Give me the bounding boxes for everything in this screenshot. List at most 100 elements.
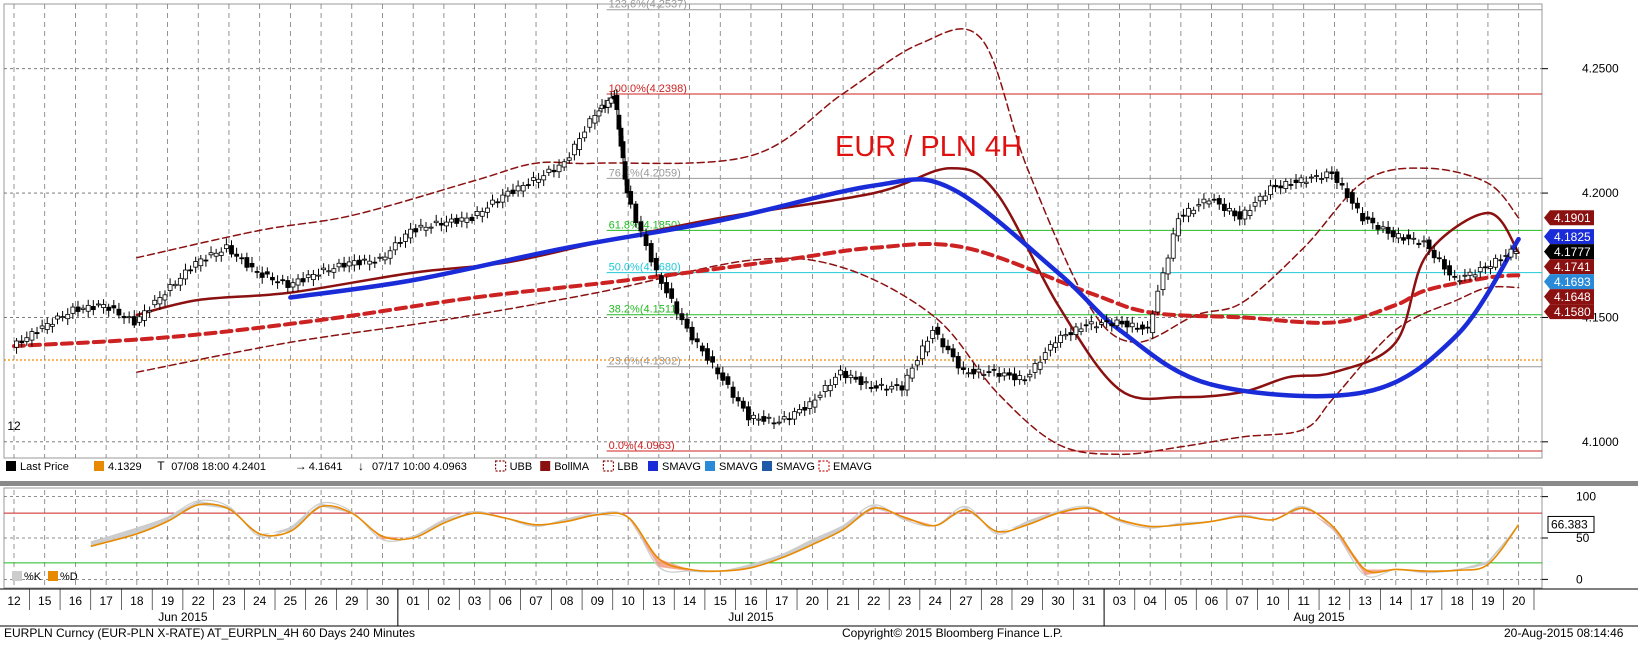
candle-body bbox=[254, 271, 260, 273]
candle-body bbox=[1324, 171, 1330, 178]
candle-body bbox=[1181, 214, 1186, 217]
candle-body bbox=[116, 308, 122, 316]
x-tick-label: 14 bbox=[1389, 594, 1403, 608]
legend: Last Price 4.1329 T 07/08 18:00 4.2401 → 4.16… bbox=[6, 459, 872, 583]
candle-body bbox=[362, 258, 367, 261]
candle-body bbox=[55, 315, 60, 320]
candle-body bbox=[536, 178, 541, 183]
candle-body bbox=[608, 97, 614, 104]
candle-body bbox=[1042, 352, 1048, 361]
x-tick-label: 02 bbox=[437, 594, 451, 608]
candle-body bbox=[80, 307, 86, 310]
candle-body bbox=[1308, 176, 1314, 179]
oscillator-fill bbox=[996, 521, 1028, 534]
candle-body bbox=[1498, 259, 1504, 262]
candle-body bbox=[321, 267, 327, 271]
candle-body bbox=[1421, 240, 1427, 243]
candle-body bbox=[14, 340, 19, 348]
timestamp-label: 20-Aug-2015 08:14:46 bbox=[1504, 626, 1624, 640]
candle-body bbox=[1094, 326, 1099, 329]
candle-body bbox=[264, 271, 270, 275]
candle-body bbox=[620, 141, 626, 159]
oscillator-panel bbox=[4, 499, 1542, 578]
candle-body bbox=[684, 318, 690, 329]
candle-body bbox=[336, 262, 342, 268]
oscillator-fill bbox=[90, 528, 137, 547]
x-tick-label: 22 bbox=[192, 594, 206, 608]
candle-body bbox=[614, 95, 620, 110]
candle-body bbox=[715, 367, 721, 375]
candle-body bbox=[387, 250, 393, 259]
candle-body bbox=[827, 384, 833, 392]
candle-body bbox=[1390, 230, 1396, 238]
candle-body bbox=[1134, 327, 1140, 330]
candle-body bbox=[1032, 363, 1038, 373]
x-tick-label: 26 bbox=[314, 594, 328, 608]
candle-body bbox=[280, 279, 286, 282]
oscillator-fill bbox=[1303, 506, 1335, 532]
candle-body bbox=[464, 217, 470, 223]
candle-body bbox=[44, 323, 50, 330]
candle-body bbox=[991, 368, 997, 371]
legend-swatch bbox=[6, 461, 16, 471]
candle-body bbox=[310, 273, 316, 281]
legend-swatch bbox=[602, 460, 615, 472]
legend-label: Last Price bbox=[20, 461, 69, 473]
candle-body bbox=[60, 316, 66, 319]
candle-body bbox=[106, 306, 112, 311]
legend-swatch bbox=[540, 461, 551, 471]
candle-body bbox=[940, 338, 946, 348]
x-tick-label: 06 bbox=[499, 594, 513, 608]
candle-body bbox=[1119, 320, 1125, 325]
candle-body bbox=[1375, 224, 1381, 230]
x-tick-label: 18 bbox=[1451, 594, 1465, 608]
legend-swatch bbox=[94, 461, 104, 471]
fib-label: 0.0%(4.0963) bbox=[609, 440, 675, 452]
price-tag bbox=[1544, 244, 1594, 260]
candle-body bbox=[500, 194, 506, 203]
candle-body bbox=[1170, 233, 1176, 259]
candle-body bbox=[628, 191, 634, 205]
x-tick-label: 09 bbox=[591, 594, 605, 608]
candle-body bbox=[490, 199, 495, 205]
candle-body bbox=[1411, 237, 1417, 240]
candle-body bbox=[1349, 192, 1355, 204]
series-ubb bbox=[136, 28, 1520, 344]
candle-body bbox=[889, 385, 895, 390]
candle-body bbox=[582, 131, 588, 139]
legend-label: BollMA bbox=[554, 461, 590, 473]
candle-body bbox=[1431, 249, 1437, 259]
x-tick-label: 21 bbox=[836, 594, 850, 608]
candle-body bbox=[90, 306, 96, 311]
candle-body bbox=[326, 270, 332, 273]
candle-body bbox=[1017, 375, 1023, 381]
candle-body bbox=[761, 416, 767, 422]
candle-body bbox=[1401, 237, 1406, 241]
x-tick-label: 20 bbox=[1512, 594, 1526, 608]
candle-body bbox=[1257, 195, 1263, 202]
x-tick-label: 14 bbox=[683, 594, 697, 608]
price-tag bbox=[1544, 229, 1594, 245]
candle-body bbox=[198, 258, 204, 267]
candle-body bbox=[392, 242, 398, 251]
candle-body bbox=[679, 313, 685, 321]
candle-body bbox=[1298, 177, 1304, 183]
candle-body bbox=[1191, 209, 1197, 215]
candle-body bbox=[96, 303, 101, 306]
candle-body bbox=[70, 306, 76, 314]
x-tick-label: 23 bbox=[898, 594, 912, 608]
candle-body bbox=[945, 345, 951, 351]
legend-label: SMAVG bbox=[776, 461, 815, 473]
oscillator-fill bbox=[136, 517, 168, 534]
candle-body bbox=[725, 376, 731, 385]
candle-body bbox=[382, 256, 388, 261]
candle-body bbox=[853, 376, 859, 380]
candle-body bbox=[1058, 334, 1063, 343]
candle-body bbox=[1395, 233, 1401, 239]
candle-body bbox=[1477, 267, 1483, 273]
candle-body bbox=[367, 260, 373, 265]
candle-body bbox=[418, 224, 424, 228]
candle-body bbox=[1165, 257, 1171, 275]
candle-body bbox=[1406, 234, 1412, 240]
